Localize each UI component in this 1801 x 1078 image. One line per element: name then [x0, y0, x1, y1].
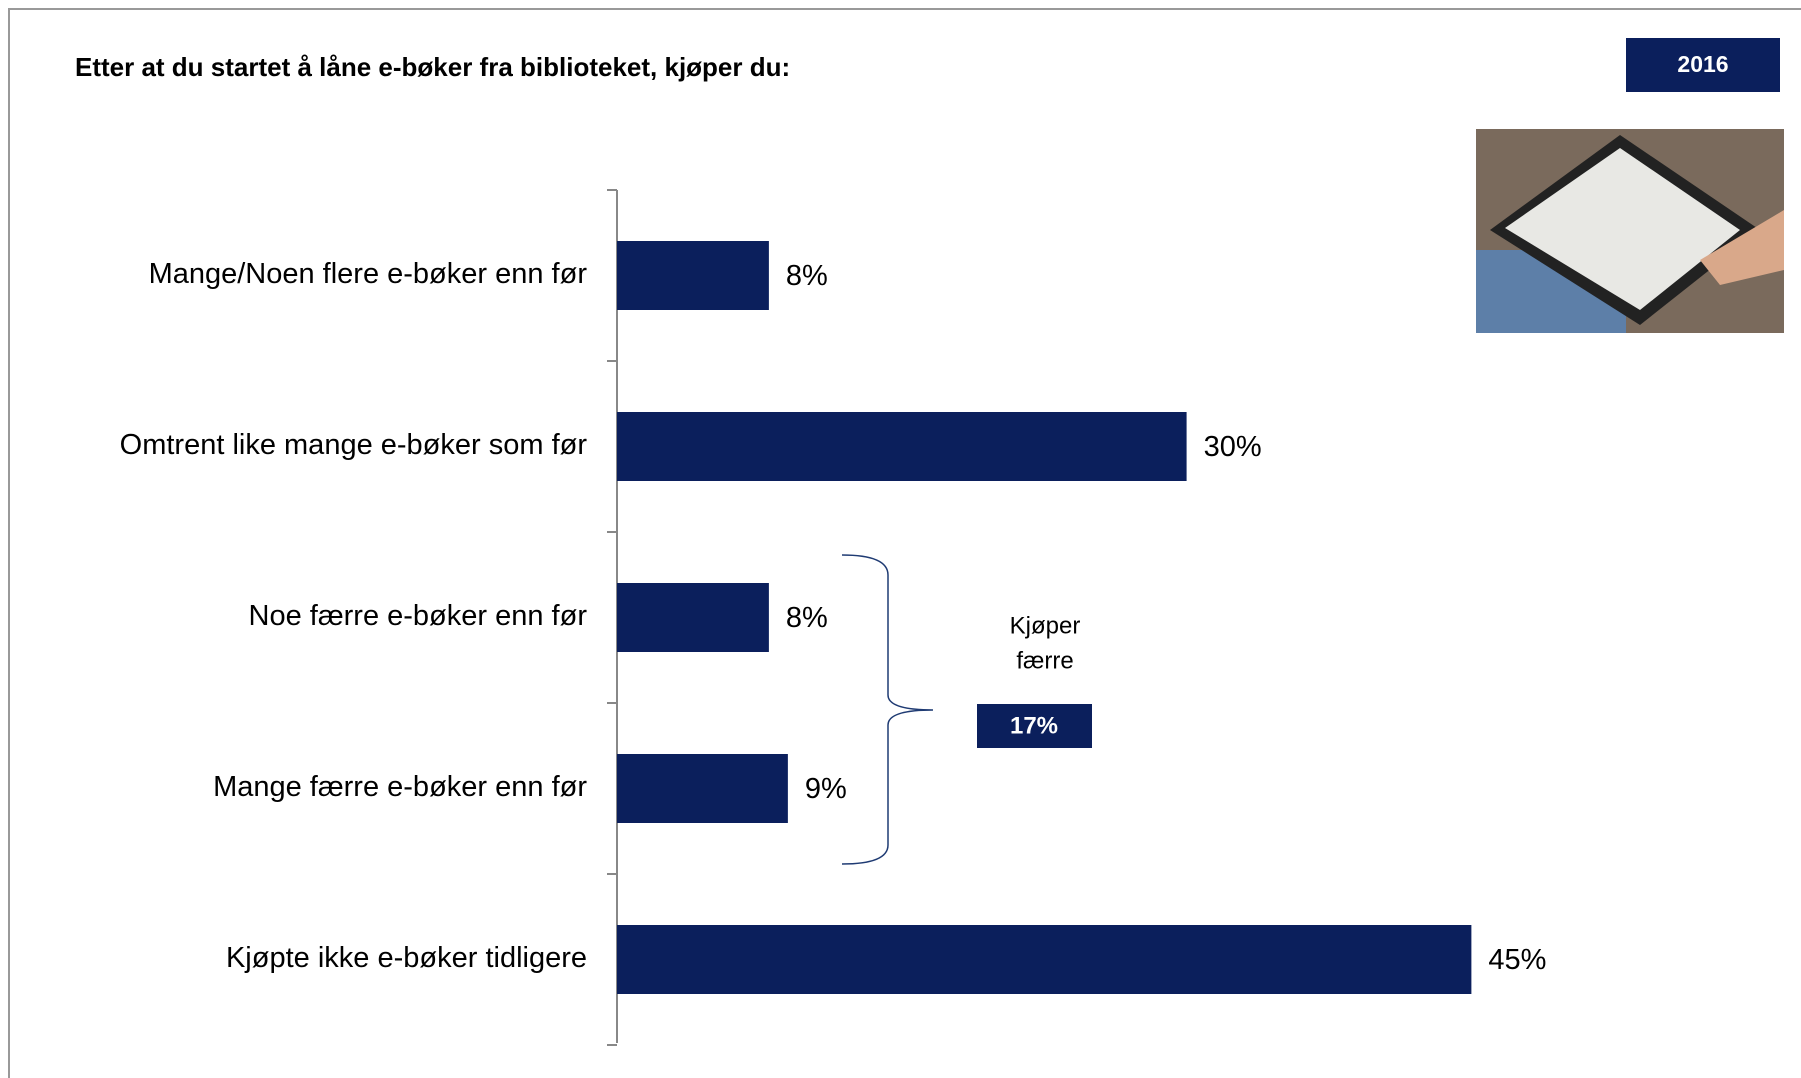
bar	[617, 925, 1472, 994]
value-label: 9%	[805, 773, 847, 805]
value-label: 30%	[1204, 431, 1262, 463]
annotation-box	[977, 704, 1092, 748]
category-label: Mange færre e-bøker enn før	[213, 771, 587, 803]
photo	[1476, 129, 1784, 333]
annotation-value: 17%	[1010, 712, 1058, 739]
annotation-line: færre	[1016, 647, 1073, 674]
bar	[617, 583, 769, 652]
badge: 2016	[1677, 51, 1728, 77]
value-label: 45%	[1488, 944, 1546, 976]
category-label: Omtrent like mange e-bøker som før	[120, 429, 588, 461]
chart-title: Etter at du startet å låne e-bøker fra b…	[75, 52, 790, 82]
value-label: 8%	[786, 260, 828, 292]
bar	[617, 412, 1187, 481]
value-label: 8%	[786, 602, 828, 634]
badge-box	[1626, 38, 1780, 92]
category-label: Mange/Noen flere e-bøker enn før	[149, 258, 588, 290]
category-label: Noe færre e-bøker enn før	[249, 600, 588, 632]
brace	[841, 554, 934, 865]
annotation-line: Kjøper	[1010, 612, 1081, 639]
frame	[8, 8, 1801, 1078]
category-label: Kjøpte ikke e-bøker tidligere	[226, 942, 587, 974]
bar	[617, 754, 788, 823]
bar	[617, 241, 769, 310]
